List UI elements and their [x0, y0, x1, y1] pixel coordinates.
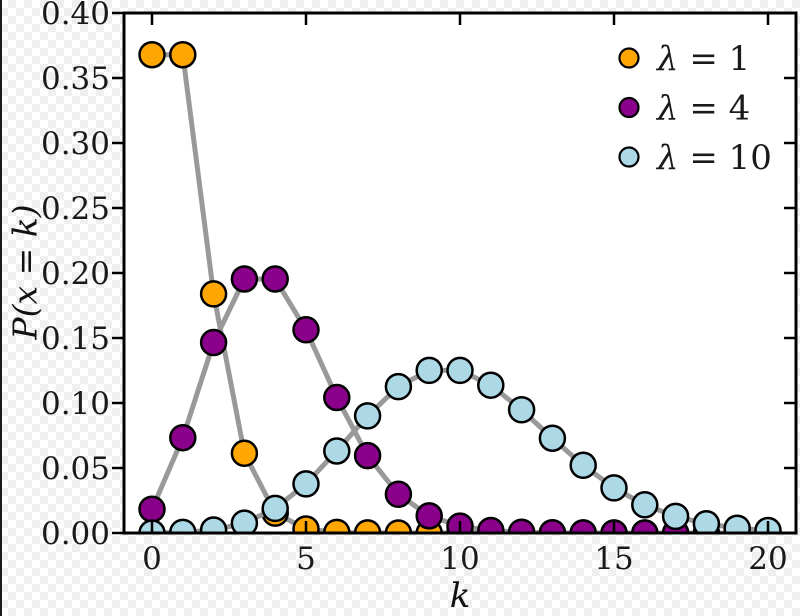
x-tick-label: 20	[748, 541, 787, 577]
data-point	[323, 383, 351, 412]
x-tick-label: 10	[440, 541, 479, 577]
data-point	[261, 265, 289, 293]
data-point	[384, 372, 413, 401]
data-point	[723, 514, 751, 533]
data-point	[230, 509, 259, 533]
legend-marker-2	[618, 146, 640, 168]
data-point	[230, 265, 259, 293]
data-point	[538, 424, 567, 452]
data-point	[415, 502, 443, 530]
y-tick-label: 0.15	[41, 321, 110, 357]
data-point	[292, 316, 320, 344]
x-tick-label: 15	[594, 541, 633, 577]
y-tick-label: 0.30	[41, 126, 110, 162]
data-point	[661, 502, 690, 531]
legend-marker-0	[618, 47, 640, 69]
legend-label-1: λ = 4	[655, 89, 750, 129]
y-tick-label: 0.40	[41, 0, 110, 32]
data-point	[600, 474, 628, 502]
legend-marker-1	[618, 96, 640, 119]
data-point	[353, 402, 382, 430]
legend-label-2: λ = 10	[655, 138, 772, 178]
legend: λ = 1 λ = 4 λ = 10	[618, 39, 772, 178]
data-point	[323, 437, 351, 465]
y-tick-label: 0.20	[41, 256, 110, 292]
data-point	[415, 356, 443, 385]
data-point	[446, 356, 474, 385]
data-point	[384, 519, 413, 533]
y-tick-label: 0.10	[41, 386, 110, 422]
data-point	[507, 396, 536, 424]
data-point	[353, 441, 382, 470]
legend-label-0: λ = 1	[655, 39, 750, 79]
data-point	[138, 495, 166, 523]
y-tick-label: 0.05	[41, 451, 110, 487]
data-point	[477, 371, 505, 399]
x-axis-title: k	[449, 576, 471, 616]
data-point	[138, 40, 166, 69]
data-point	[199, 280, 228, 308]
data-point	[261, 494, 289, 523]
data-point	[169, 40, 197, 69]
data-point	[230, 439, 259, 468]
x-tick-label: 0	[142, 541, 162, 577]
image-left-border	[0, 0, 2, 616]
data-point	[199, 516, 228, 533]
data-point	[569, 451, 597, 480]
data-point	[477, 516, 505, 533]
data-point	[384, 480, 413, 509]
y-tick-label: 0.25	[41, 191, 110, 227]
y-axis-title: P(x = k)	[5, 204, 45, 340]
data-point	[292, 470, 320, 498]
data-point	[169, 423, 197, 452]
data-point	[199, 328, 228, 357]
x-tick-label: 5	[296, 541, 316, 577]
y-tick-label: 0.35	[41, 61, 110, 97]
data-point	[631, 519, 659, 533]
data-point	[692, 510, 721, 533]
data-point	[631, 491, 659, 519]
series-line-0	[149, 52, 771, 533]
y-tick-label: 0.00	[41, 516, 110, 552]
